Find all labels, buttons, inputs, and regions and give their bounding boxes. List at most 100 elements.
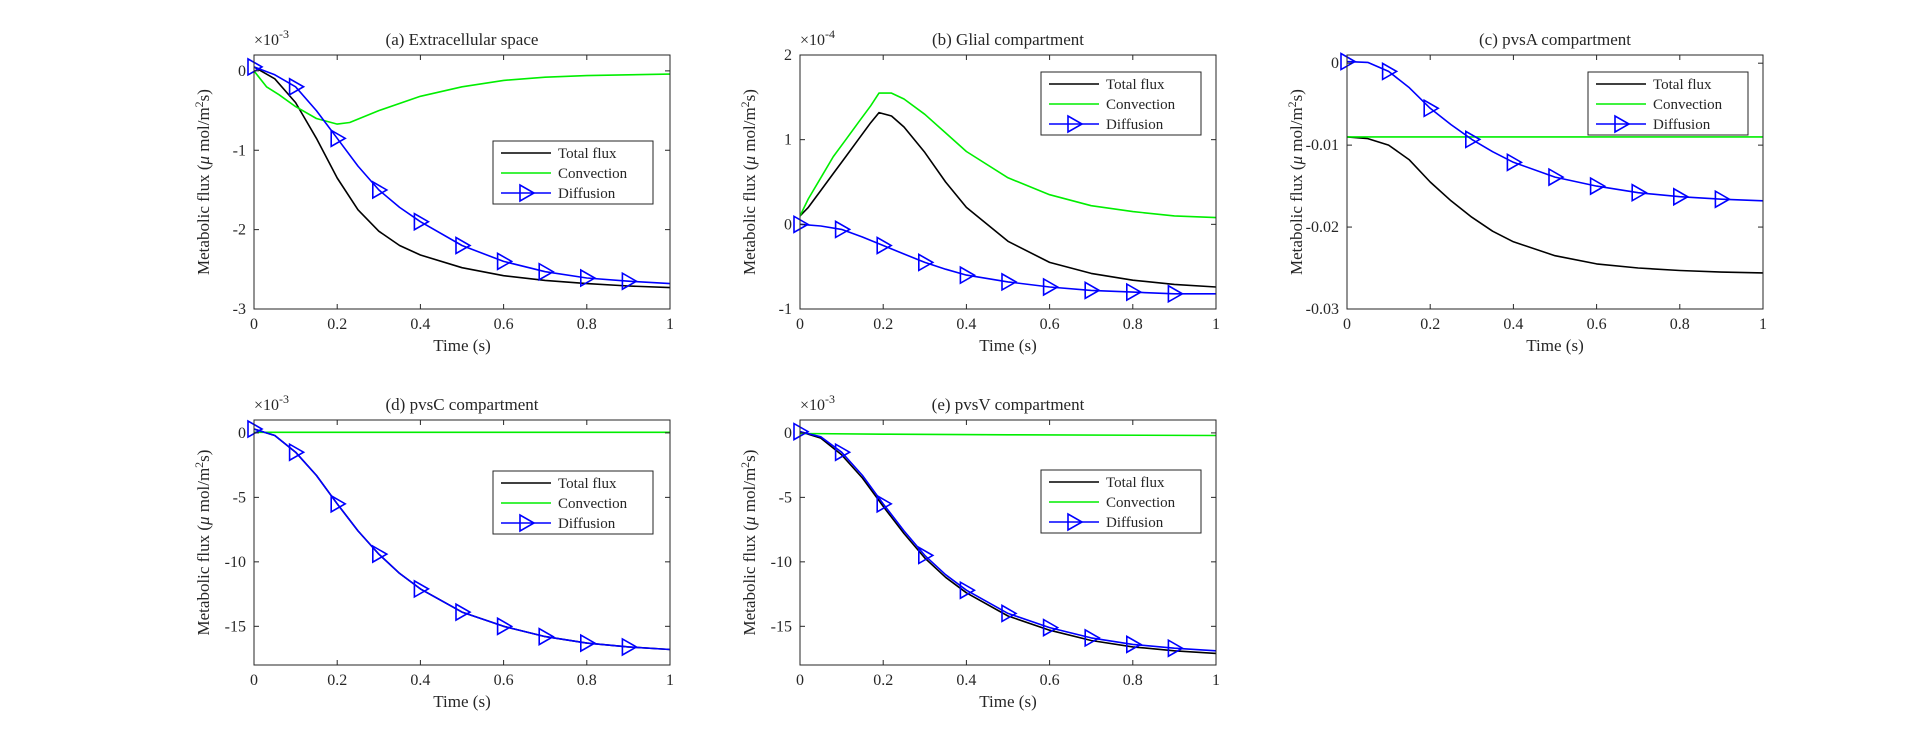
diffusion-marker — [288, 442, 306, 462]
x-tick-label: 0.4 — [410, 672, 430, 689]
y-tick-label: -0.03 — [1306, 301, 1339, 318]
series-line-diffusion — [254, 428, 670, 651]
legend-label: Total flux — [558, 476, 617, 492]
series-line-diffusion — [254, 66, 670, 285]
axes-box — [799, 419, 1217, 666]
y-tick-label: 0 — [238, 63, 246, 80]
y-tick-label: 0 — [784, 216, 792, 233]
diffusion-marker — [1042, 277, 1060, 297]
diffusion-marker — [621, 271, 639, 291]
diffusion-marker — [579, 633, 597, 653]
diffusion-marker — [496, 251, 514, 271]
y-tick-label: -0.02 — [1306, 219, 1339, 236]
legend-label: Diffusion — [558, 186, 616, 202]
axes-box — [1346, 54, 1764, 310]
diffusion-marker — [496, 616, 514, 636]
legend-label: Convection — [1106, 495, 1176, 511]
legend-label: Diffusion — [1653, 117, 1711, 133]
chart-title: (a) Extracellular space — [386, 30, 539, 49]
y-tick-label: -5 — [233, 489, 246, 506]
x-tick-label: 0 — [796, 316, 804, 333]
diffusion-marker — [917, 253, 935, 272]
diffusion-marker — [1506, 152, 1524, 172]
legend-label: Convection — [1653, 97, 1723, 113]
diffusion-marker — [1084, 280, 1101, 300]
legend-label: Total flux — [1653, 77, 1712, 93]
x-axis-label: Time (s) — [433, 336, 490, 355]
legend-label: Total flux — [1106, 475, 1165, 491]
axis-exponent-power: -3 — [825, 392, 835, 406]
legend-marker — [1067, 512, 1084, 532]
x-tick-label: 0.2 — [327, 316, 347, 333]
x-tick-label: 0.2 — [1420, 316, 1440, 333]
y-axis-label: Metabolic flux (μ mol/m2s) — [1285, 89, 1306, 275]
subplot-2: 0 0.2 0.4 0.6 0.8 1 -0.03 -0.02 -0.01 0 (c) pvsA c… — [1285, 30, 1767, 355]
y-tick-label: -1 — [779, 301, 792, 318]
diffusion-marker — [917, 546, 935, 565]
x-tick-label: 0.6 — [494, 316, 514, 333]
legend-label: Convection — [558, 166, 628, 182]
y-tick-label: -5 — [779, 489, 792, 506]
subplot-4: 0 0.2 0.4 0.6 0.8 1 -15 -10 -5 0 (e) pvsV compartm… — [738, 392, 1220, 711]
legend-label: Diffusion — [558, 516, 616, 532]
diffusion-marker — [1548, 167, 1565, 187]
diffusion-marker — [1589, 176, 1607, 196]
diffusion-marker — [1465, 130, 1482, 149]
legend-marker — [519, 513, 536, 533]
y-axis-label: Metabolic flux (μ mol/m2s) — [192, 450, 213, 636]
x-axis-label: Time (s) — [979, 692, 1036, 711]
legend-label: Convection — [1106, 97, 1176, 113]
diffusion-marker — [1714, 189, 1732, 209]
x-tick-label: 1 — [666, 672, 674, 689]
series-line-total-flux — [1347, 136, 1763, 274]
x-tick-label: 0.8 — [1123, 672, 1143, 689]
x-tick-label: 0 — [250, 672, 258, 689]
diffusion-marker — [538, 627, 555, 647]
series-line-total-flux — [254, 66, 670, 289]
axes-box — [253, 419, 671, 666]
series-line-diffusion — [1347, 60, 1763, 202]
legend-label: Total flux — [558, 146, 617, 162]
y-tick-label: -15 — [225, 618, 246, 635]
axis-exponent-power: -3 — [279, 392, 289, 406]
y-tick-label: 2 — [784, 47, 792, 64]
diffusion-marker — [1001, 604, 1018, 623]
x-tick-label: 0.8 — [1670, 316, 1690, 333]
legend-label: Convection — [558, 496, 628, 512]
y-axis-label: Metabolic flux (μ mol/m2s) — [738, 450, 759, 636]
diffusion-marker — [1167, 284, 1185, 304]
x-tick-label: 1 — [1759, 316, 1767, 333]
x-tick-label: 0.2 — [327, 672, 347, 689]
x-tick-label: 0.6 — [1040, 672, 1060, 689]
x-tick-label: 0.4 — [956, 672, 976, 689]
subplot-0: 0 0.2 0.4 0.6 0.8 1 -3 -2 -1 0 (a) Extracellular s… — [192, 27, 674, 355]
series-line-diffusion — [800, 430, 1216, 652]
diffusion-marker — [793, 214, 810, 234]
diffusion-marker — [1631, 183, 1648, 203]
diffusion-marker — [959, 265, 977, 285]
diffusion-marker — [538, 262, 555, 282]
diffusion-marker — [876, 236, 893, 255]
legend-label: Diffusion — [1106, 515, 1164, 531]
diffusion-marker — [1001, 272, 1018, 292]
x-axis-label: Time (s) — [979, 336, 1036, 355]
x-tick-label: 1 — [1212, 316, 1220, 333]
legend-label: Diffusion — [1106, 117, 1164, 133]
diffusion-marker — [1673, 187, 1690, 207]
series-line-diffusion — [800, 223, 1216, 295]
y-tick-label: -10 — [771, 554, 792, 571]
legend-label: Total flux — [1106, 77, 1165, 93]
diffusion-marker — [288, 77, 306, 97]
legend: Total flux Convection Diffusion — [1040, 469, 1202, 534]
y-tick-label: -15 — [771, 618, 792, 635]
diffusion-marker — [455, 236, 472, 255]
chart-title: (c) pvsA compartment — [1479, 30, 1631, 49]
y-tick-label: 0 — [784, 425, 792, 442]
diffusion-marker — [621, 637, 639, 657]
x-axis-label: Time (s) — [1526, 336, 1583, 355]
diffusion-marker — [834, 442, 852, 462]
diffusion-marker — [413, 579, 431, 599]
axis-exponent-power: -3 — [279, 27, 289, 41]
diffusion-marker — [1340, 52, 1357, 71]
